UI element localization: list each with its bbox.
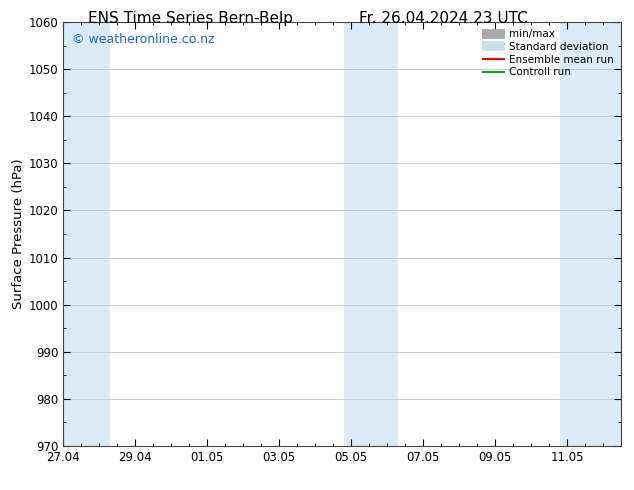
Bar	[344, 22, 398, 446]
Legend: min/max, Standard deviation, Ensemble mean run, Controll run: min/max, Standard deviation, Ensemble me…	[480, 27, 616, 79]
Text: ENS Time Series Bern-Belp: ENS Time Series Bern-Belp	[87, 11, 293, 26]
Bar	[63, 22, 110, 446]
Bar	[560, 22, 621, 446]
Y-axis label: Surface Pressure (hPa): Surface Pressure (hPa)	[11, 159, 25, 309]
Text: Fr. 26.04.2024 23 UTC: Fr. 26.04.2024 23 UTC	[359, 11, 528, 26]
Text: © weatheronline.co.nz: © weatheronline.co.nz	[72, 33, 214, 46]
